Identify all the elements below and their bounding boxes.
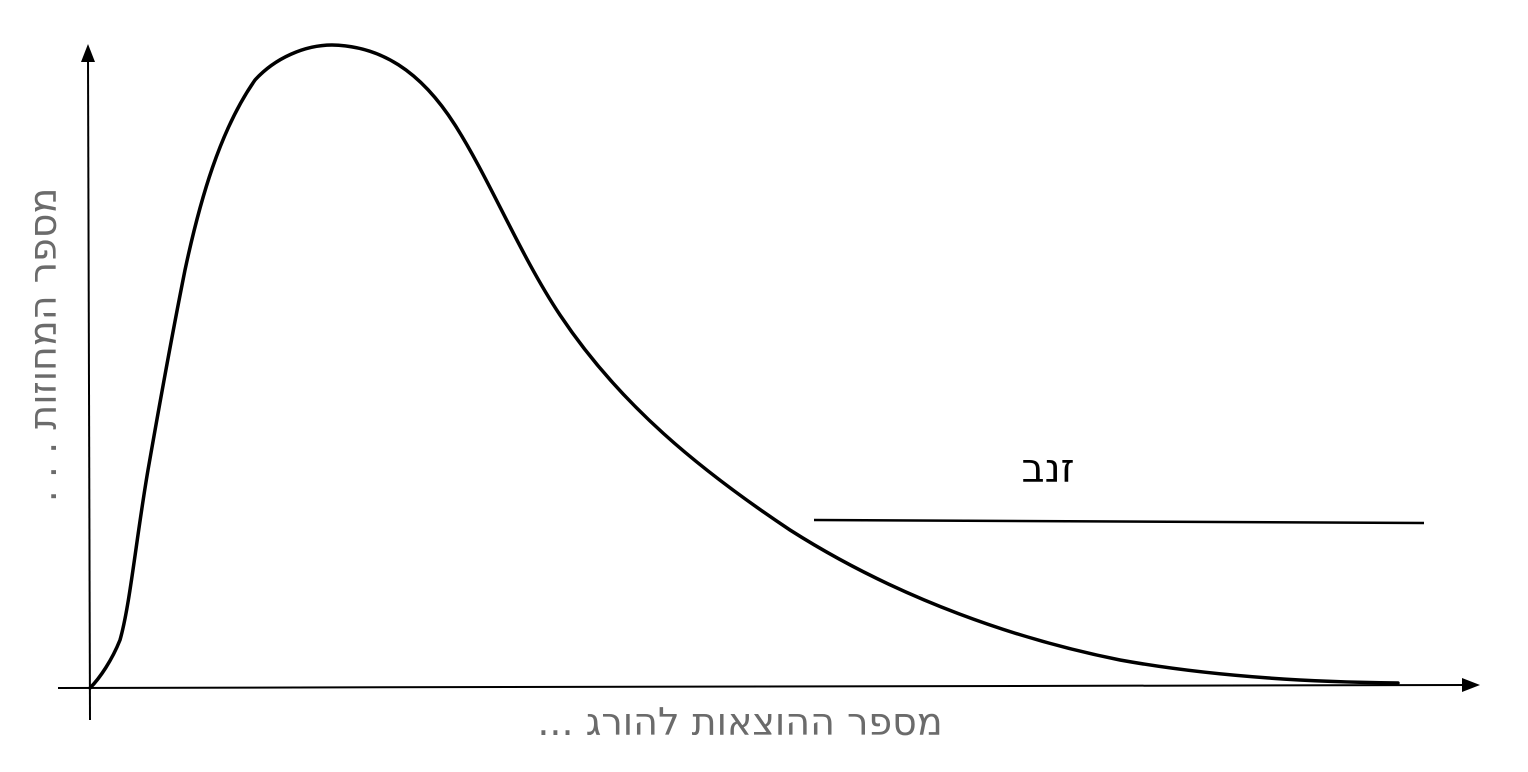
y-axis-label: מספר המחוזות . . . (21, 188, 65, 503)
y-axis (87, 57, 91, 721)
distribution-curve (88, 43, 1400, 690)
x-axis-arrowhead (1462, 678, 1480, 692)
x-axis-label: מספר ההוצאות להורג ... (537, 700, 942, 744)
tail-label: זנב (1022, 446, 1075, 492)
x-axis (57, 684, 1467, 689)
y-axis-arrowhead (81, 44, 95, 62)
tail-marker-line (813, 518, 1425, 525)
